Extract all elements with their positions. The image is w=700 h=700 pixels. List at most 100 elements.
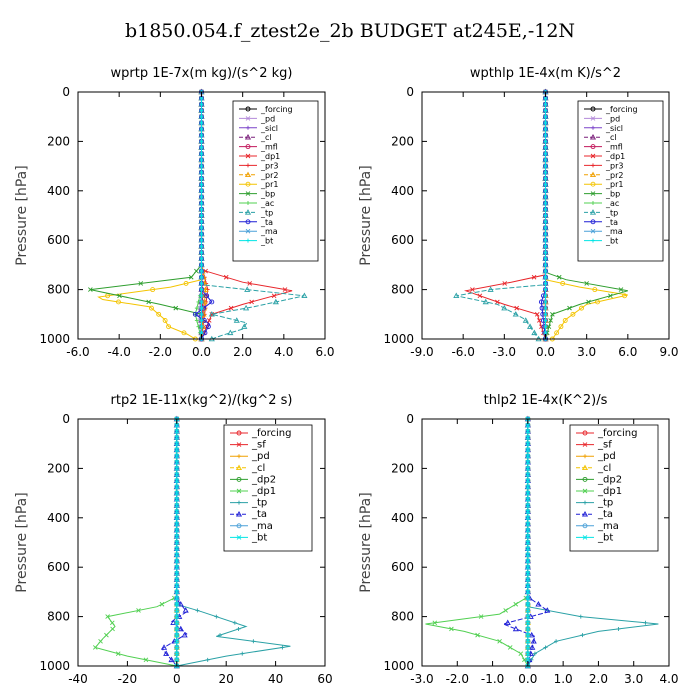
legend-marker — [589, 171, 597, 178]
legend-entry: _pd — [251, 451, 270, 462]
data-point — [115, 651, 121, 656]
x-tick-label: 0.0 — [518, 672, 537, 686]
data-point — [199, 312, 204, 317]
data-point — [513, 601, 519, 607]
data-point — [174, 657, 180, 663]
data-point — [160, 644, 168, 650]
x-tick-label: -6.0 — [451, 345, 474, 359]
series-bt — [543, 90, 548, 341]
legend-marker — [236, 442, 242, 447]
legend-marker — [591, 125, 595, 130]
data-point — [214, 614, 219, 619]
data-point — [174, 552, 180, 558]
series-line — [176, 419, 291, 667]
data-point — [525, 435, 531, 440]
data-point — [301, 292, 308, 299]
panel-title: thlp2 1E-4x(K^2)/s — [484, 393, 608, 408]
data-point — [199, 213, 204, 218]
legend-entry: _pr1 — [605, 180, 623, 189]
data-point — [199, 120, 204, 125]
legend-marker — [236, 523, 242, 529]
legend-marker — [590, 219, 596, 225]
series-bt — [174, 416, 180, 669]
data-point — [477, 293, 483, 299]
legend-marker — [246, 125, 250, 130]
data-point — [223, 274, 229, 280]
legend-entry: _dp2 — [597, 474, 622, 485]
data-point — [543, 151, 548, 156]
legend-entry: _tp — [605, 208, 618, 217]
legend-entry: _sicl — [260, 124, 278, 133]
data-point — [174, 589, 180, 595]
data-point — [543, 133, 548, 138]
x-tick-label: 0 — [173, 672, 181, 686]
data-point — [271, 293, 277, 299]
figure-title: b1850.054.f_ztest2e_2b BUDGET at245E,-12… — [125, 20, 575, 42]
data-point — [209, 299, 215, 305]
legend-marker — [582, 535, 588, 540]
series-bt — [199, 90, 204, 341]
x-tick-label: 0.0 — [192, 345, 211, 359]
data-point — [199, 114, 204, 119]
data-point — [543, 269, 548, 274]
data-point — [522, 317, 529, 323]
y-tick-label: 600 — [47, 560, 70, 574]
series-dp1 — [92, 416, 180, 669]
legend-entry: _cl — [597, 463, 611, 474]
legend-marker — [236, 430, 242, 436]
data-point — [174, 459, 180, 465]
y-tick-label: 200 — [47, 461, 70, 475]
y-tick-label: 0 — [62, 412, 70, 426]
data-point — [530, 638, 537, 644]
x-tick-label: -4.0 — [107, 345, 130, 359]
series-line — [527, 419, 659, 667]
data-point — [150, 287, 156, 293]
data-point — [247, 281, 253, 286]
x-tick-label: 4.0 — [659, 672, 678, 686]
data-point — [282, 287, 288, 292]
data-point — [174, 651, 180, 656]
series-line — [456, 92, 546, 340]
y-tick-label: 0 — [62, 85, 70, 99]
y-tick-label: 400 — [47, 184, 70, 198]
data-point — [525, 453, 531, 459]
data-point — [525, 651, 531, 656]
legend-entry: _dp1 — [597, 486, 622, 497]
x-tick-label: -1.0 — [481, 672, 504, 686]
x-tick-label: 6.0 — [618, 345, 637, 359]
data-point — [543, 207, 548, 212]
y-tick-label: 800 — [391, 283, 414, 297]
x-tick-label: -2.0 — [149, 345, 172, 359]
y-tick-label: 400 — [47, 511, 70, 525]
data-point — [138, 281, 144, 286]
legend-box — [569, 424, 659, 552]
legend-entry: _sf — [251, 440, 266, 451]
data-point — [199, 269, 204, 274]
data-point — [199, 176, 204, 181]
data-point — [570, 311, 576, 317]
legend-marker — [236, 476, 242, 482]
data-point — [525, 626, 531, 632]
data-point — [507, 645, 513, 650]
data-point — [199, 262, 204, 267]
legend-marker — [583, 454, 587, 459]
data-point — [534, 311, 540, 317]
legend-entry: _tp — [251, 498, 267, 509]
y-tick-label: 800 — [47, 283, 70, 297]
data-point — [174, 509, 180, 514]
y-axis-label: Pressure [hPa] — [14, 492, 30, 592]
data-point — [531, 329, 538, 336]
data-point — [199, 164, 204, 169]
legend: _forcing_sf_pd_cl_dp2_dp1_tp_ta_ma_bt — [569, 424, 659, 552]
data-point — [199, 293, 204, 298]
data-point — [174, 626, 180, 632]
data-point — [567, 305, 572, 311]
legend-entry: _forcing — [605, 105, 638, 114]
data-point — [543, 170, 548, 175]
data-point — [174, 583, 180, 589]
legend-marker — [246, 201, 250, 205]
data-point — [543, 201, 548, 206]
data-point — [241, 323, 248, 329]
panel-2: wpthlp 1E-4x(m K)/s^2 Pressure [hPa] -9.0 -… — [358, 66, 679, 359]
y-tick-label: 400 — [391, 511, 414, 525]
